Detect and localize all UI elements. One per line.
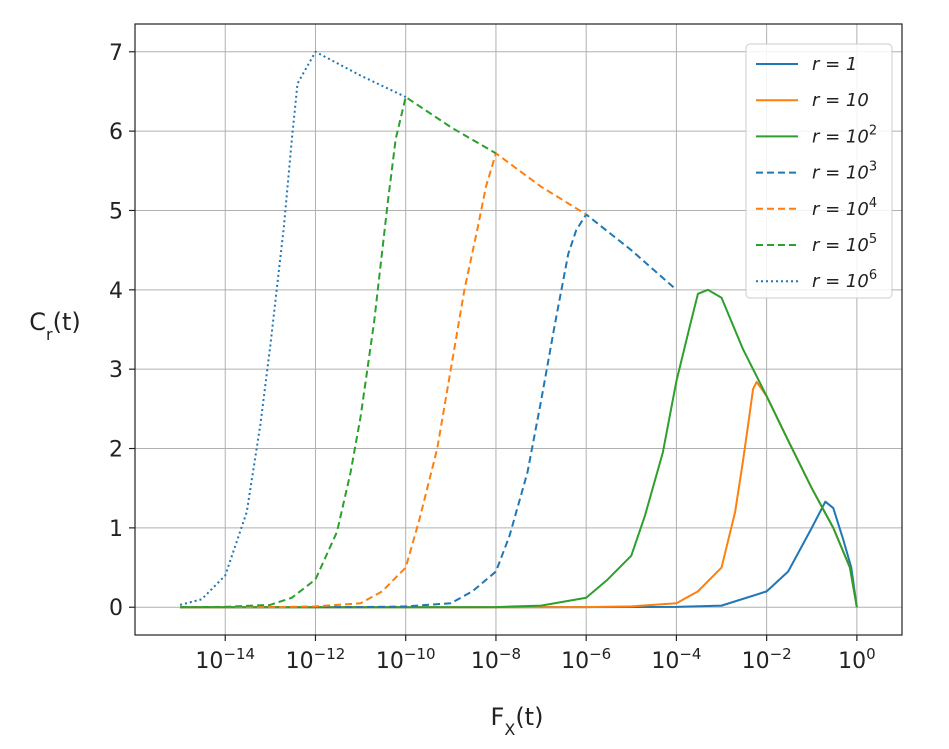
x-tick-label: 10−10	[376, 645, 436, 674]
svg-text:0: 0	[109, 596, 123, 621]
y-tick-label: 4	[109, 279, 123, 304]
svg-text:10−4: 10−4	[651, 645, 701, 674]
legend-label-5: r = 105	[812, 232, 877, 256]
x-tick-label: 10−4	[651, 645, 701, 674]
svg-text:10−14: 10−14	[195, 645, 255, 674]
y-tick-label: 0	[109, 596, 123, 621]
legend: r = 1 r = 10 r = 102 r = 103 r = 104 r = 105 r…	[745, 43, 893, 299]
svg-text:10−12: 10−12	[286, 645, 346, 674]
legend-label-0: r = 1	[812, 54, 857, 75]
series-line-5	[180, 96, 497, 609]
series-line-3	[180, 213, 678, 609]
legend-box	[745, 43, 893, 299]
x-axis-ticks: 10−14 10−12 10−10 10−8 10−6 10−4 10−2 100	[195, 635, 876, 674]
svg-text:2: 2	[109, 438, 123, 463]
legend-label-2: r = 102	[812, 123, 877, 147]
series-line-2	[180, 288, 858, 609]
x-tick-label: 10−8	[471, 645, 521, 674]
y-tick-label: 6	[109, 120, 123, 145]
svg-text:4: 4	[109, 279, 123, 304]
x-tick-label: 10−14	[195, 645, 255, 674]
svg-text:5: 5	[109, 199, 123, 224]
legend-label-3: r = 103	[812, 160, 877, 184]
svg-text:7: 7	[109, 41, 123, 66]
svg-text:10−2: 10−2	[742, 645, 792, 674]
svg-text:6: 6	[109, 120, 123, 145]
y-tick-label: 3	[109, 358, 123, 383]
y-tick-label: 5	[109, 199, 123, 224]
svg-text:1: 1	[109, 517, 123, 542]
series-line-4	[180, 152, 587, 609]
svg-text:10−8: 10−8	[471, 645, 521, 674]
x-tick-label: 10−12	[286, 645, 346, 674]
y-tick-label: 7	[109, 41, 123, 66]
y-tick-label: 1	[109, 517, 123, 542]
series-line-0	[180, 500, 858, 609]
y-axis-ticks: 0 1 2 3 4 5 6 7	[109, 41, 135, 621]
series-line-1	[180, 380, 858, 609]
svg-text:10−10: 10−10	[376, 645, 436, 674]
series-line-6	[179, 50, 407, 606]
legend-label-6: r = 106	[812, 268, 877, 292]
plot-series	[179, 50, 858, 609]
x-tick-label: 10−6	[561, 645, 611, 674]
x-axis-label: FX(t)	[491, 703, 544, 739]
svg-text:100: 100	[838, 645, 876, 674]
svg-text:3: 3	[109, 358, 123, 383]
svg-text:10−6: 10−6	[561, 645, 611, 674]
y-axis-label: Cr(t)	[29, 308, 80, 344]
x-tick-label: 10−2	[742, 645, 792, 674]
plot-frame	[134, 23, 903, 636]
legend-label-4: r = 104	[812, 196, 877, 220]
y-tick-label: 2	[109, 438, 123, 463]
legend-label-1: r = 10	[812, 90, 869, 111]
x-tick-label: 100	[838, 645, 876, 674]
